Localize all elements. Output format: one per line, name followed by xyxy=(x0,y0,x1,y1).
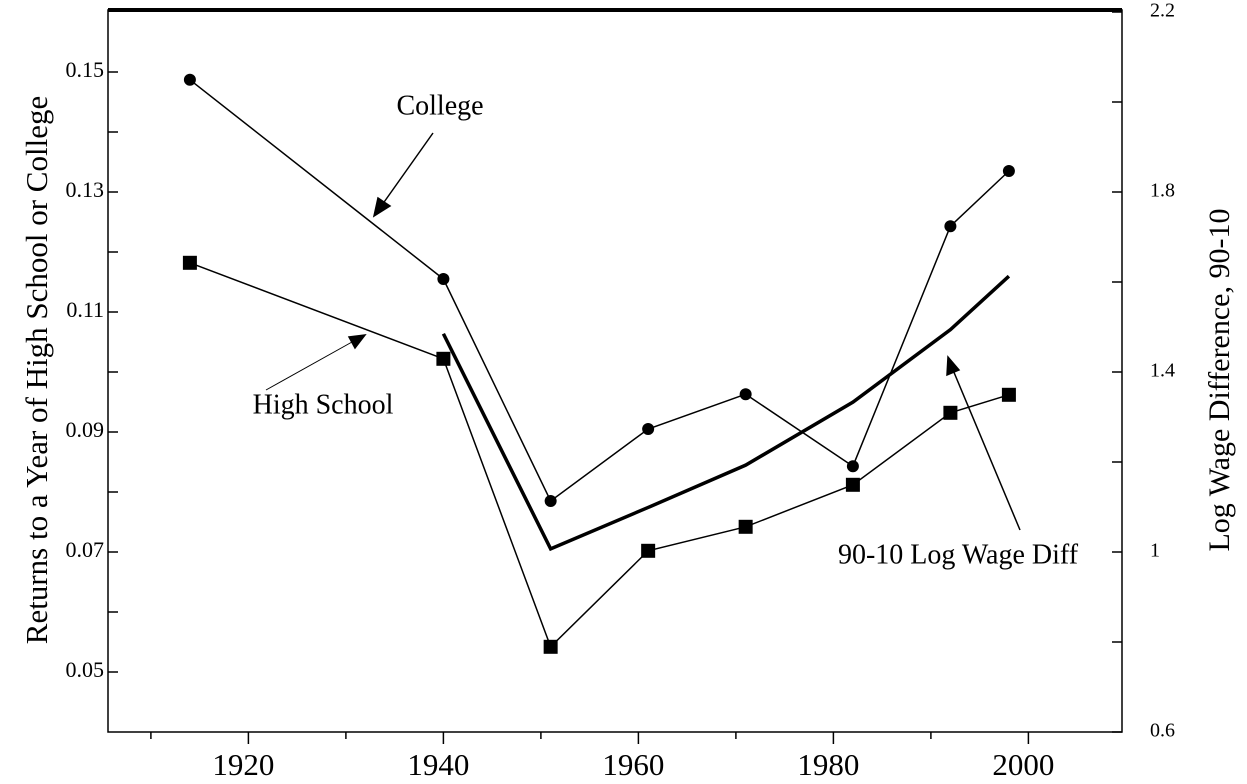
point-marker xyxy=(543,639,558,654)
point-marker xyxy=(437,273,450,285)
annotation-arrows xyxy=(265,132,1021,531)
point-marker xyxy=(846,460,859,473)
point-marker xyxy=(1002,165,1015,177)
arrow-line xyxy=(381,132,434,206)
x-tick-label: 2000 xyxy=(992,747,1054,782)
point-marker xyxy=(943,405,958,420)
series-annotation: High School xyxy=(253,389,394,420)
series-line xyxy=(189,79,1010,503)
y2-tick-label: 1.8 xyxy=(1150,180,1175,202)
x-tick-label: 1980 xyxy=(797,747,859,782)
point-marker xyxy=(739,388,752,401)
point-marker xyxy=(845,477,860,492)
y-tick-label: 0.05 xyxy=(66,657,105,682)
y-tick-label: 0.15 xyxy=(66,57,105,82)
arrow-head xyxy=(372,196,392,218)
arrow-head xyxy=(347,334,367,350)
point-marker xyxy=(738,519,753,534)
y2-tick-label: 1 xyxy=(1150,540,1160,562)
y-tick-label: 0.11 xyxy=(66,297,104,322)
series-annotation: College xyxy=(396,90,483,121)
arrow-line xyxy=(952,369,1021,531)
y-tick-label: 0.07 xyxy=(66,537,105,562)
y-axis-label: Returns to a Year of High School or Coll… xyxy=(19,96,54,644)
y-tick-label: 0.09 xyxy=(66,417,105,442)
y2-tick-label: 1.4 xyxy=(1150,360,1175,382)
point-marker xyxy=(544,495,557,507)
series-annotation: 90-10 Log Wage Diff xyxy=(838,539,1079,570)
point-marker xyxy=(641,543,656,558)
y2-axis-label: Log Wage Difference, 90-10 xyxy=(1203,208,1236,551)
point-marker xyxy=(183,73,196,86)
series-line xyxy=(441,274,1011,552)
point-marker xyxy=(1001,387,1016,402)
point-marker xyxy=(642,423,655,435)
plot-frame xyxy=(107,9,1123,733)
arrow-line xyxy=(265,341,353,391)
x-tick-label: 1940 xyxy=(407,747,469,782)
point-marker xyxy=(944,220,957,233)
arrow-head xyxy=(946,355,961,377)
x-tick-label: 1960 xyxy=(602,747,664,782)
point-marker xyxy=(436,351,451,366)
series-line xyxy=(189,262,1010,649)
y2-tick-label: 0.6 xyxy=(1150,720,1175,742)
y-tick-label: 0.13 xyxy=(66,177,105,202)
y2-tick-label: 2.2 xyxy=(1150,0,1175,22)
point-marker xyxy=(182,255,197,270)
x-tick-label: 1920 xyxy=(212,747,274,782)
